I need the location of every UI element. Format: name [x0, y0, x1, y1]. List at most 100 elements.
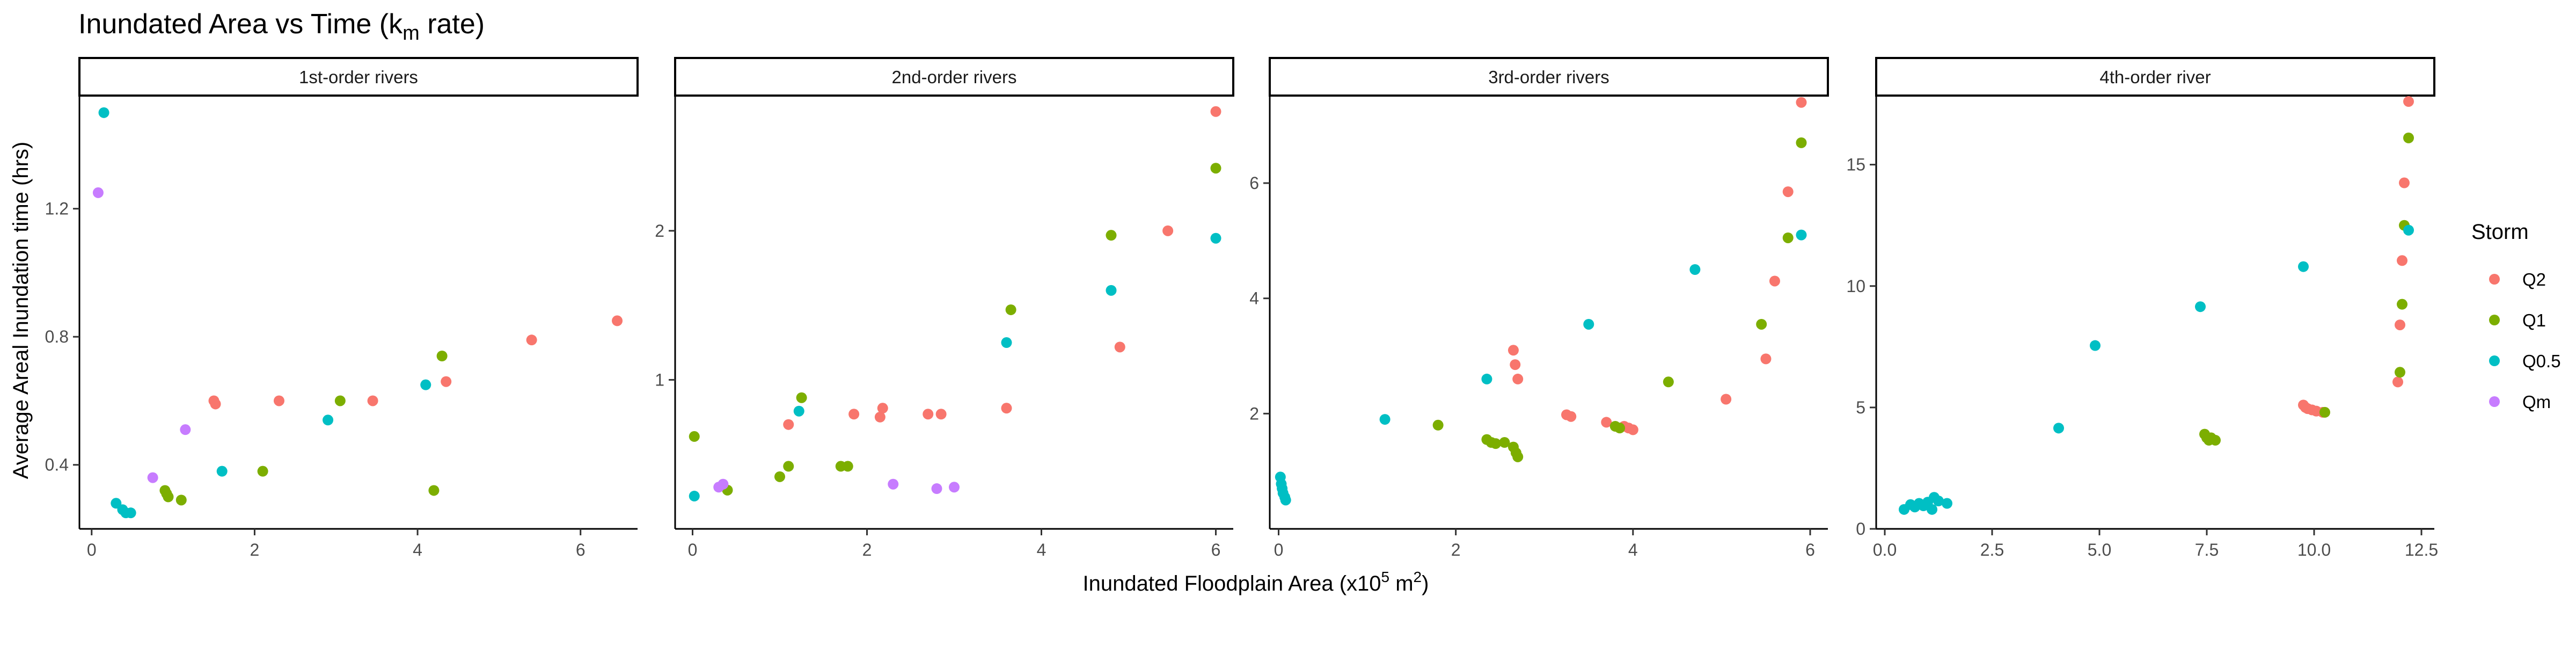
data-point [877, 403, 888, 414]
data-point [1490, 438, 1501, 449]
x-tick-label: 2 [862, 540, 872, 559]
data-point [935, 409, 947, 420]
data-point [323, 415, 334, 426]
data-point [216, 466, 228, 477]
series-Q0.5 [1275, 229, 1807, 506]
series-Qm [713, 478, 960, 495]
xlabel-sup: 5 [1381, 569, 1390, 585]
x-tick-label: 6 [1805, 540, 1815, 559]
data-point [2210, 434, 2221, 446]
data-point [783, 461, 794, 472]
chart-title: Inundated Area vs Time (km rate) [78, 9, 485, 45]
y-tick-label: 4 [1249, 289, 1259, 308]
y-tick-label: 15 [1846, 155, 1865, 175]
data-point [2053, 423, 2064, 434]
data-point [180, 424, 191, 435]
data-point [526, 335, 537, 346]
data-point [1769, 275, 1780, 287]
x-tick-label: 12.5 [2405, 540, 2438, 559]
x-tick-label: 4 [1628, 540, 1638, 559]
data-point [1499, 437, 1510, 448]
data-point [1927, 504, 1937, 515]
data-point [1001, 337, 1012, 348]
facet-title: 2nd-order rivers [892, 67, 1017, 87]
panel-3: 3rd-order rivers 0 2 4 6 2 4 6 [1249, 57, 1829, 559]
facet-title: 4th-order river [2099, 67, 2211, 87]
data-point [2395, 367, 2405, 378]
data-point [1210, 163, 1221, 174]
data-point [1689, 264, 1701, 275]
data-point [1114, 341, 1125, 353]
facet-strip [78, 57, 639, 97]
legend-item-Q1: Q1 [2489, 310, 2546, 330]
data-point [949, 482, 960, 493]
y-tick-label: 10 [1846, 277, 1865, 296]
data-point [257, 466, 268, 477]
x-tick-label: 4 [1037, 540, 1046, 559]
data-point [147, 472, 158, 483]
data-point [1280, 495, 1291, 506]
legend-label: Q2 [2522, 270, 2546, 289]
data-point [1760, 353, 1772, 365]
x-tick-label: 7.5 [2195, 540, 2219, 559]
data-point [2392, 376, 2403, 388]
data-point [175, 495, 187, 506]
data-point [848, 409, 860, 420]
legend: Storm Q2 Q1 Q0.5 Qm [2471, 220, 2561, 412]
data-point [1507, 345, 1519, 356]
facet-strip [1875, 57, 2435, 97]
data-point [774, 471, 785, 482]
data-point [1601, 417, 1612, 428]
legend-label: Qm [2522, 392, 2551, 412]
data-point [1627, 424, 1638, 435]
x-tick-label: 5.0 [2088, 540, 2111, 559]
legend-label: Q0.5 [2522, 351, 2561, 371]
xlabel-close: ) [1422, 572, 1429, 595]
data-point [163, 491, 174, 503]
data-point [1432, 419, 1444, 431]
data-point [842, 461, 853, 472]
legend-key [2489, 274, 2500, 285]
y-tick-label: 1.2 [45, 199, 69, 219]
panel-1: 1st-order rivers 0 2 4 6 0.4 0.8 1.2 [45, 57, 639, 559]
data-point [2395, 319, 2405, 331]
x-tick-label: 6 [576, 540, 586, 559]
data-point [2319, 406, 2330, 418]
x-tick-label: 0.0 [1873, 540, 1897, 559]
data-point [689, 431, 700, 442]
data-point [1782, 232, 1794, 243]
panels: 1st-order rivers 0 2 4 6 0.4 0.8 1.2 2nd-order r… [45, 57, 2438, 559]
y-tick-label: 2 [1249, 404, 1259, 423]
data-point [334, 395, 346, 406]
data-point [1796, 229, 1807, 241]
data-point [92, 187, 104, 198]
data-point [1942, 498, 1952, 509]
legend-item-Qm: Qm [2489, 392, 2551, 412]
y-tick-label: 0.8 [45, 327, 69, 346]
y-tick-label: 1 [655, 370, 664, 389]
data-point [1796, 137, 1807, 148]
title-sub: m [402, 22, 420, 45]
data-point [1565, 411, 1577, 422]
data-point [2403, 96, 2414, 107]
data-point [1512, 451, 1524, 462]
data-point [1721, 394, 1732, 405]
data-point [1614, 423, 1626, 434]
data-point [796, 392, 807, 403]
legend-key [2489, 396, 2500, 407]
legend-item-Q2: Q2 [2489, 270, 2546, 289]
xlabel-end: m [1389, 572, 1413, 595]
x-tick-label: 4 [413, 540, 422, 559]
series-Q2 [1507, 97, 1807, 435]
data-point [931, 483, 942, 495]
data-point [1210, 106, 1221, 117]
y-tick-label: 6 [1249, 173, 1259, 193]
y-tick-label: 5 [1856, 398, 1865, 417]
data-point [125, 507, 136, 519]
x-tick-label: 2.5 [1980, 540, 2004, 559]
x-tick-label: 0 [688, 540, 698, 559]
x-tick-label: 0 [87, 540, 97, 559]
series-Q1 [2199, 132, 2414, 446]
